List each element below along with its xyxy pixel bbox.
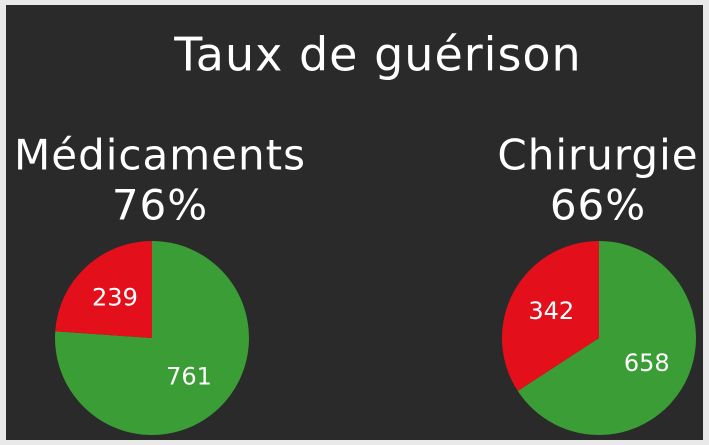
page-title: Taux de guérison xyxy=(173,28,581,82)
pie-slice xyxy=(55,241,153,338)
chart-title: Médicaments xyxy=(14,131,306,180)
pie-slice xyxy=(517,241,696,435)
slice-label: 239 xyxy=(92,283,138,311)
chart-subtitle: 66% xyxy=(550,181,646,230)
pie-slice xyxy=(502,241,599,392)
chart-title: Chirurgie xyxy=(497,131,698,180)
slice-label: 342 xyxy=(528,297,574,325)
pie-slice xyxy=(55,241,249,435)
chart-subtitle: 76% xyxy=(112,181,208,230)
slice-label: 761 xyxy=(166,363,212,391)
slice-label: 658 xyxy=(624,349,670,377)
